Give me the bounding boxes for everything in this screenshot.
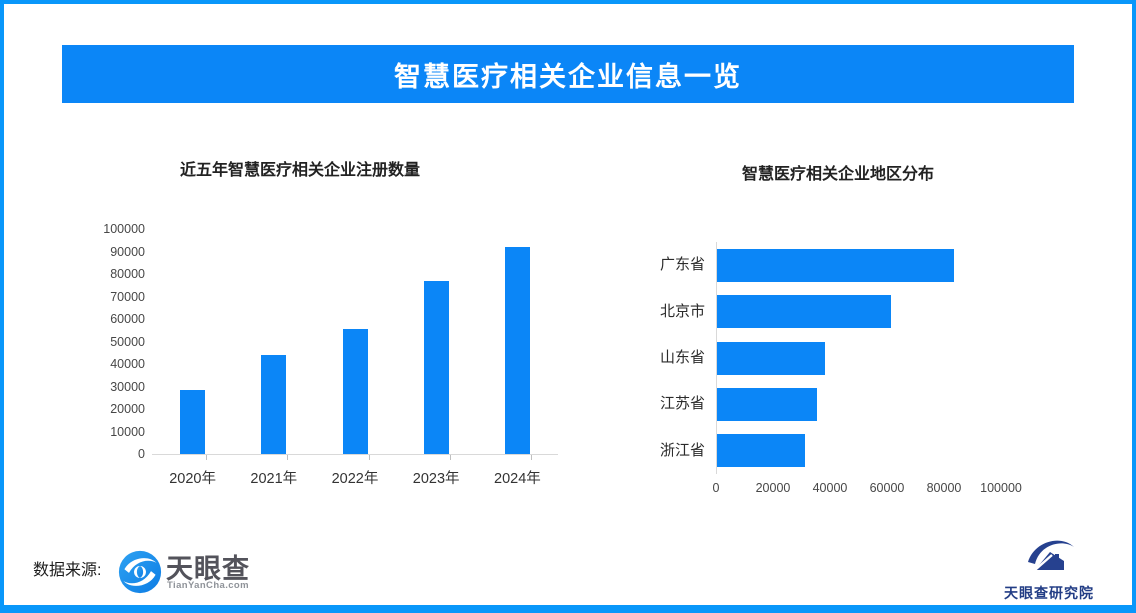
bar: [717, 295, 891, 329]
y-axis-tick-label: 70000: [110, 289, 145, 304]
data-source-label: 数据来源:: [33, 562, 102, 579]
y-axis-tick-label: 60000: [110, 312, 145, 326]
research-institute-logo: 天眼查研究院: [1004, 538, 1094, 603]
x-axis-line: [152, 454, 558, 455]
category-label: 北京市: [659, 302, 705, 320]
y-axis-line: [716, 242, 717, 474]
chart1-title: 近五年智慧医疗相关企业注册数量: [179, 162, 420, 179]
category-label: 浙江省: [659, 441, 705, 459]
bar: [717, 248, 954, 282]
bar: [717, 387, 817, 421]
bar: [180, 389, 206, 454]
tianyancha-domain-text: TianYanCha.com: [167, 580, 249, 591]
tianyancha-wordmark: 天眼查: [166, 554, 250, 584]
y-axis-tick-label: 90000: [110, 244, 145, 259]
research-institute-icon: [1028, 540, 1074, 571]
x-axis-category-label: 2024年: [494, 471, 541, 487]
bar: [261, 355, 287, 454]
y-axis-tick-label: 40000: [110, 357, 145, 371]
header-banner: 智慧医疗相关企业信息一览: [62, 45, 1074, 103]
research-institute-name: 天眼查研究院: [1004, 585, 1094, 601]
x-axis-tick-mark: [530, 455, 532, 460]
x-axis-category-label: 2022年: [331, 471, 379, 487]
x-axis-tick-mark: [449, 455, 451, 460]
y-axis-tick-label: 20000: [110, 402, 145, 416]
bar: [504, 247, 530, 454]
category-label: 江苏省: [659, 395, 705, 413]
x-axis-tick-mark: [287, 455, 289, 460]
y-axis-tick-label: 30000: [110, 379, 145, 394]
x-axis-tick-label: 40000: [812, 481, 848, 495]
category-label: 山东省: [659, 349, 705, 366]
x-axis-tick-label: 60000: [869, 481, 905, 495]
x-axis-tick-label: 20000: [755, 481, 791, 495]
chart2-title: 智慧医疗相关企业地区分布: [741, 166, 934, 183]
y-axis-tick-label: 80000: [110, 267, 145, 281]
y-axis-tick-label: 10000: [110, 424, 145, 439]
y-axis-tick-label: 0: [138, 447, 145, 461]
x-axis-tick-mark: [206, 455, 208, 460]
x-axis-category-label: 2020年: [169, 471, 216, 487]
tianyancha-eye-icon: [118, 550, 162, 599]
x-axis-tick-label: 0: [712, 481, 720, 495]
bar: [717, 341, 826, 375]
y-axis-tick-label: 100000: [103, 222, 145, 236]
y-axis-tick-label: 50000: [110, 334, 145, 349]
region-bar-chart: 广东省北京市山东省江苏省浙江省 0 20000 40000 60000 80000 1000…: [4, 4, 1132, 605]
registrations-bar-chart: 0 10000 20000 30000 40000 50000 60000 70000 8000…: [4, 4, 1132, 605]
x-axis-tick-label: 100000: [980, 481, 1022, 495]
bar: [423, 280, 449, 454]
x-axis-tick-mark: [368, 455, 370, 460]
x-axis-category-label: 2023年: [412, 471, 460, 487]
x-axis-category-label: 2021年: [250, 471, 298, 487]
page-title: 智慧医疗相关企业信息一览: [394, 61, 742, 92]
category-label: 广东省: [659, 256, 705, 274]
x-axis-tick-label: 80000: [926, 481, 962, 495]
bar: [717, 434, 806, 468]
bar: [342, 329, 368, 454]
